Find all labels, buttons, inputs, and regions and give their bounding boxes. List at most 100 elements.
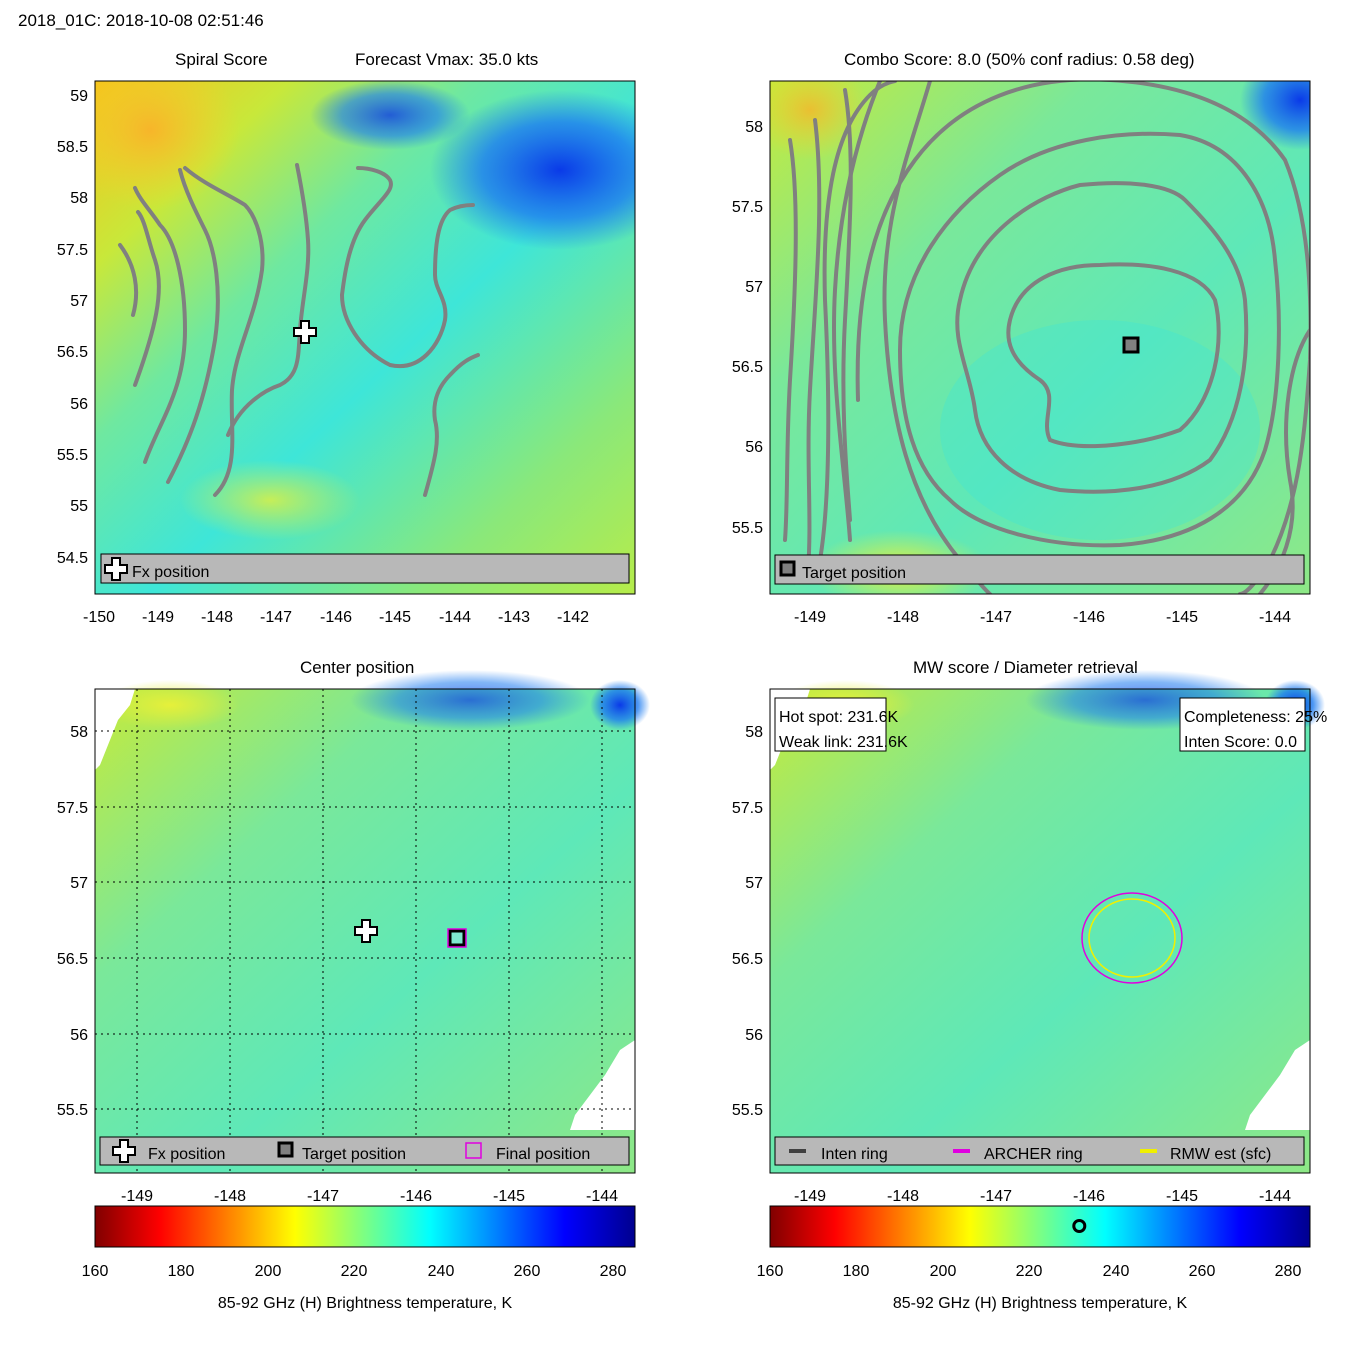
cbar-left-tick: 160 — [82, 1263, 109, 1280]
mw-ytick: 56.5 — [732, 951, 763, 968]
spiral-y-ticks: 59 58.5 58 57.5 57 56.5 56 55.5 55 54.5 — [57, 88, 88, 567]
center-nodata-topleft — [95, 689, 135, 770]
cbar-left-label: 85-92 GHz (H) Brightness temperature, K — [218, 1295, 513, 1312]
mw-ytick: 56 — [745, 1027, 763, 1044]
mw-legend-rmw-label: RMW est (sfc) — [1170, 1146, 1271, 1163]
spiral-ytick: 56.5 — [57, 344, 88, 361]
mw-x-ticks: -149 -148 -147 -146 -145 -144 — [794, 1188, 1291, 1205]
colorbar-value-marker — [1072, 1219, 1087, 1233]
spiral-cold-region — [430, 90, 635, 250]
spiral-xtick: -145 — [379, 609, 411, 626]
cbar-left-tick: 280 — [600, 1263, 627, 1280]
mw-y-ticks: 58 57.5 57 56.5 56 55.5 — [732, 724, 763, 1119]
center-y-ticks: 58 57.5 57 56.5 56 55.5 — [57, 724, 88, 1119]
spiral-xtick: -147 — [260, 609, 292, 626]
combo-ytick: 55.5 — [732, 520, 763, 537]
center-title: Center position — [300, 658, 415, 677]
colorbar-right: 160 180 200 220 240 260 280 85-92 GHz (H… — [757, 1205, 1311, 1312]
combo-cold-region — [1240, 81, 1310, 150]
cbar-right-label: 85-92 GHz (H) Brightness temperature, K — [893, 1295, 1188, 1312]
combo-xtick: -146 — [1073, 609, 1105, 626]
spiral-ytick: 58.5 — [57, 139, 88, 156]
mw-xtick: -145 — [1166, 1188, 1198, 1205]
archer-ring — [1081, 892, 1183, 984]
spiral-ytick: 56 — [70, 396, 88, 413]
legend-cross-icon — [104, 557, 128, 581]
spiral-vmax: Forecast Vmax: 35.0 kts — [355, 50, 539, 69]
legend-final-square-icon — [465, 1142, 482, 1159]
spiral-panel: Fx position -150 -149 -148 -147 -146 -14… — [57, 80, 636, 626]
spiral-xtick: -149 — [142, 609, 174, 626]
legend-square-icon — [779, 560, 796, 577]
combo-ytick: 56.5 — [732, 359, 763, 376]
cbar-right-tick: 240 — [1103, 1263, 1130, 1280]
center-ytick: 56.5 — [57, 951, 88, 968]
mw-nodata-bottomright — [1245, 1040, 1310, 1130]
mw-xtick: -148 — [887, 1188, 919, 1205]
spiral-xtick: -143 — [498, 609, 530, 626]
mw-legend-archer-label: ARCHER ring — [984, 1146, 1083, 1163]
center-cold-region — [350, 670, 590, 730]
center-xtick: -147 — [307, 1188, 339, 1205]
mw-field — [770, 689, 1310, 1173]
center-legend-box — [99, 1136, 630, 1166]
cbar-right-tick: 280 — [1275, 1263, 1302, 1280]
center-ytick: 57.5 — [57, 800, 88, 817]
center-panel: Fx position Target position Final positi… — [57, 670, 650, 1205]
combo-panel: Target position -149 -148 -147 -146 -145… — [732, 80, 1311, 626]
mw-ytick: 58 — [745, 724, 763, 741]
legend-cross-icon — [112, 1139, 136, 1163]
spiral-ytick: 57.5 — [57, 242, 88, 259]
combo-y-ticks: 58 57.5 57 56.5 56 55.5 — [732, 119, 763, 537]
legend-square-icon — [277, 1141, 294, 1158]
mw-ytick: 57 — [745, 875, 763, 892]
combo-ytick: 58 — [745, 119, 763, 136]
center-xtick: -146 — [400, 1188, 432, 1205]
cbar-right-tick: 200 — [930, 1263, 957, 1280]
inten-score-label: Inten Score: 0.0 — [1184, 734, 1297, 751]
colorbar-left: 160 180 200 220 240 260 280 85-92 GHz (H… — [82, 1205, 636, 1312]
mw-title: MW score / Diameter retrieval — [913, 658, 1138, 677]
mw-ytick: 55.5 — [732, 1102, 763, 1119]
center-xtick: -149 — [121, 1188, 153, 1205]
center-legend-fx-label: Fx position — [148, 1146, 225, 1163]
cbar-left-tick: 240 — [428, 1263, 455, 1280]
spiral-ytick: 57 — [70, 293, 88, 310]
mw-legend-box — [774, 1136, 1305, 1166]
combo-ytick: 56 — [745, 439, 763, 456]
completeness-box — [1179, 697, 1306, 752]
center-fx-marker — [354, 919, 378, 943]
header-timestamp: 2018_01C: 2018-10-08 02:51:46 — [18, 11, 264, 30]
combo-xtick: -144 — [1259, 609, 1291, 626]
combo-x-ticks: -149 -148 -147 -146 -145 -144 — [794, 609, 1291, 626]
spiral-ytick: 55.5 — [57, 447, 88, 464]
hot-spot-label: Hot spot: 231.6K — [779, 709, 899, 726]
center-ytick: 57 — [70, 875, 88, 892]
center-cold-region-2 — [590, 680, 650, 730]
center-ytick: 55.5 — [57, 1102, 88, 1119]
combo-title: Combo Score: 8.0 (50% conf radius: 0.58 … — [844, 50, 1195, 69]
hot-spot-box — [774, 697, 887, 752]
cbar-right-tick: 220 — [1016, 1263, 1043, 1280]
spiral-cold-region-2 — [310, 81, 470, 150]
mw-legend-inten-label: Inten ring — [821, 1146, 888, 1163]
cbar-left-tick: 220 — [341, 1263, 368, 1280]
center-xtick: -148 — [214, 1188, 246, 1205]
rmw-ring — [1088, 898, 1176, 978]
spiral-xtick: -142 — [557, 609, 589, 626]
combo-contours — [783, 81, 1310, 594]
center-ytick: 56 — [70, 1027, 88, 1044]
mw-xtick: -146 — [1073, 1188, 1105, 1205]
mw-panel: Hot spot: 231.6K Weak link: 231.6K Compl… — [732, 670, 1327, 1205]
target-position-marker — [1122, 336, 1140, 354]
spiral-ytick: 54.5 — [57, 550, 88, 567]
combo-xtick: -149 — [794, 609, 826, 626]
spiral-legend-fx-label: Fx position — [132, 564, 209, 581]
weak-link-label: Weak link: 231.6K — [779, 734, 908, 751]
center-legend-final-label: Final position — [496, 1146, 590, 1163]
combo-xtick: -147 — [980, 609, 1012, 626]
spiral-xtick: -148 — [201, 609, 233, 626]
cbar-left-tick: 200 — [255, 1263, 282, 1280]
spiral-xtick: -146 — [320, 609, 352, 626]
mw-xtick: -144 — [1259, 1188, 1291, 1205]
